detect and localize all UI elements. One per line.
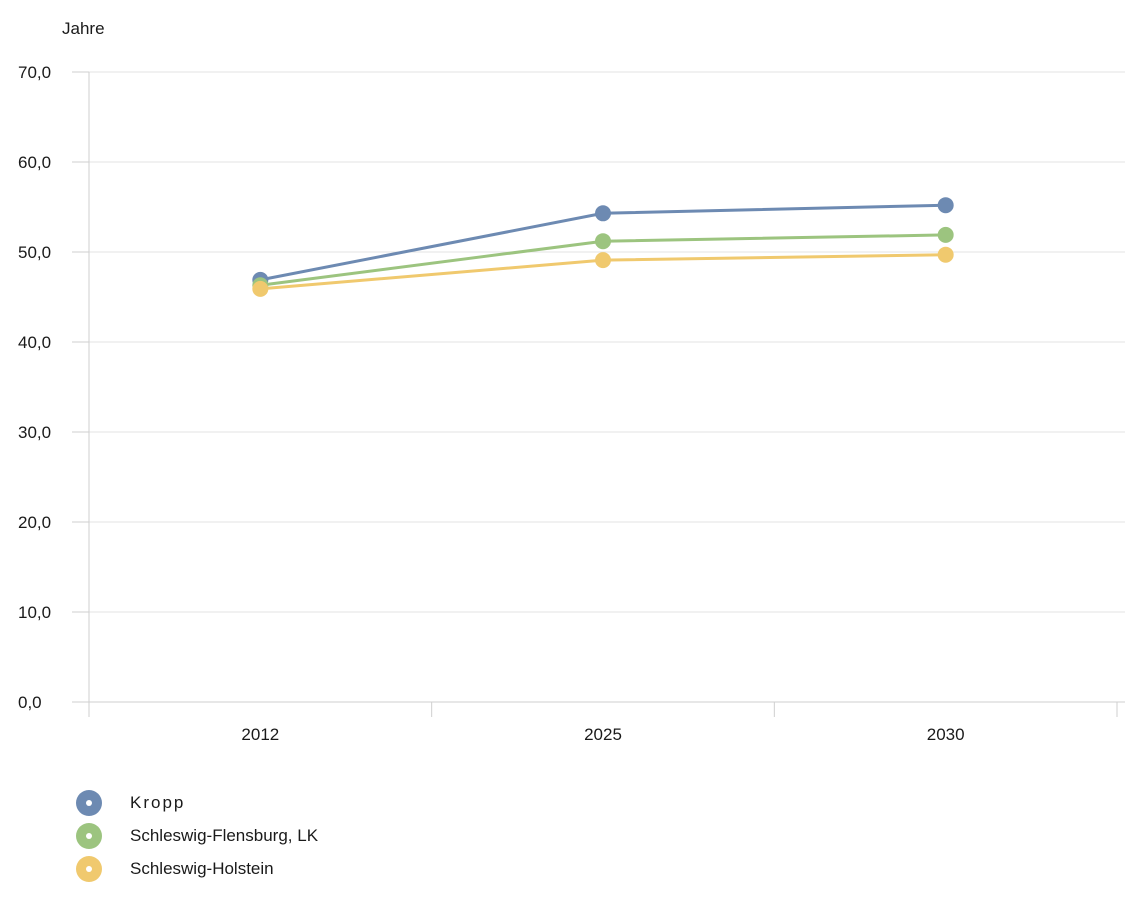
series-points bbox=[252, 197, 954, 297]
data-point bbox=[937, 246, 954, 263]
data-point bbox=[595, 252, 611, 269]
legend: Kropp Schleswig-Flensburg, LK Schleswig-… bbox=[76, 786, 318, 885]
y-tick-label: 70,0 bbox=[18, 63, 51, 82]
data-point bbox=[595, 233, 611, 250]
legend-item-kropp[interactable]: Kropp bbox=[76, 786, 318, 819]
legend-label: Kropp bbox=[130, 792, 186, 812]
y-tick-label: 20,0 bbox=[18, 513, 51, 532]
legend-item-schleswig-holstein[interactable]: Schleswig-Holstein bbox=[76, 852, 318, 885]
data-point bbox=[595, 205, 611, 222]
y-tick-label: 40,0 bbox=[18, 333, 51, 352]
x-tick-label: 2012 bbox=[241, 725, 279, 744]
data-point bbox=[937, 226, 954, 243]
data-point bbox=[252, 280, 269, 297]
x-tick-labels: 2012 2025 2030 bbox=[241, 725, 964, 744]
y-tick-label: 10,0 bbox=[18, 603, 51, 622]
y-tick-labels: 0,0 10,0 20,0 30,0 40,0 50,0 60,0 70,0 bbox=[18, 63, 51, 712]
x-tick-label: 2025 bbox=[584, 725, 622, 744]
y-axis-title: Jahre bbox=[62, 19, 105, 38]
y-tick-label: 0,0 bbox=[18, 693, 42, 712]
data-point bbox=[937, 197, 954, 214]
axes bbox=[72, 71, 1125, 717]
y-tick-label: 60,0 bbox=[18, 153, 51, 172]
x-tick-label: 2030 bbox=[927, 725, 965, 744]
legend-item-schleswig-flensburg[interactable]: Schleswig-Flensburg, LK bbox=[76, 819, 318, 852]
legend-label: Schleswig-Flensburg, LK bbox=[130, 825, 319, 845]
legend-marker-schleswig-flensburg bbox=[76, 822, 102, 849]
line-chart: Jahre 0,0 10,0 20,0 30,0 40,0 50,0 60,0 70,0 20… bbox=[18, 19, 1125, 744]
y-tick-label: 50,0 bbox=[18, 243, 51, 262]
legend-label: Schleswig-Holstein bbox=[130, 858, 274, 878]
legend-marker-schleswig-holstein bbox=[76, 855, 102, 882]
gridlines bbox=[89, 71, 1125, 613]
y-tick-label: 30,0 bbox=[18, 423, 51, 442]
legend-marker-kropp bbox=[76, 789, 102, 816]
